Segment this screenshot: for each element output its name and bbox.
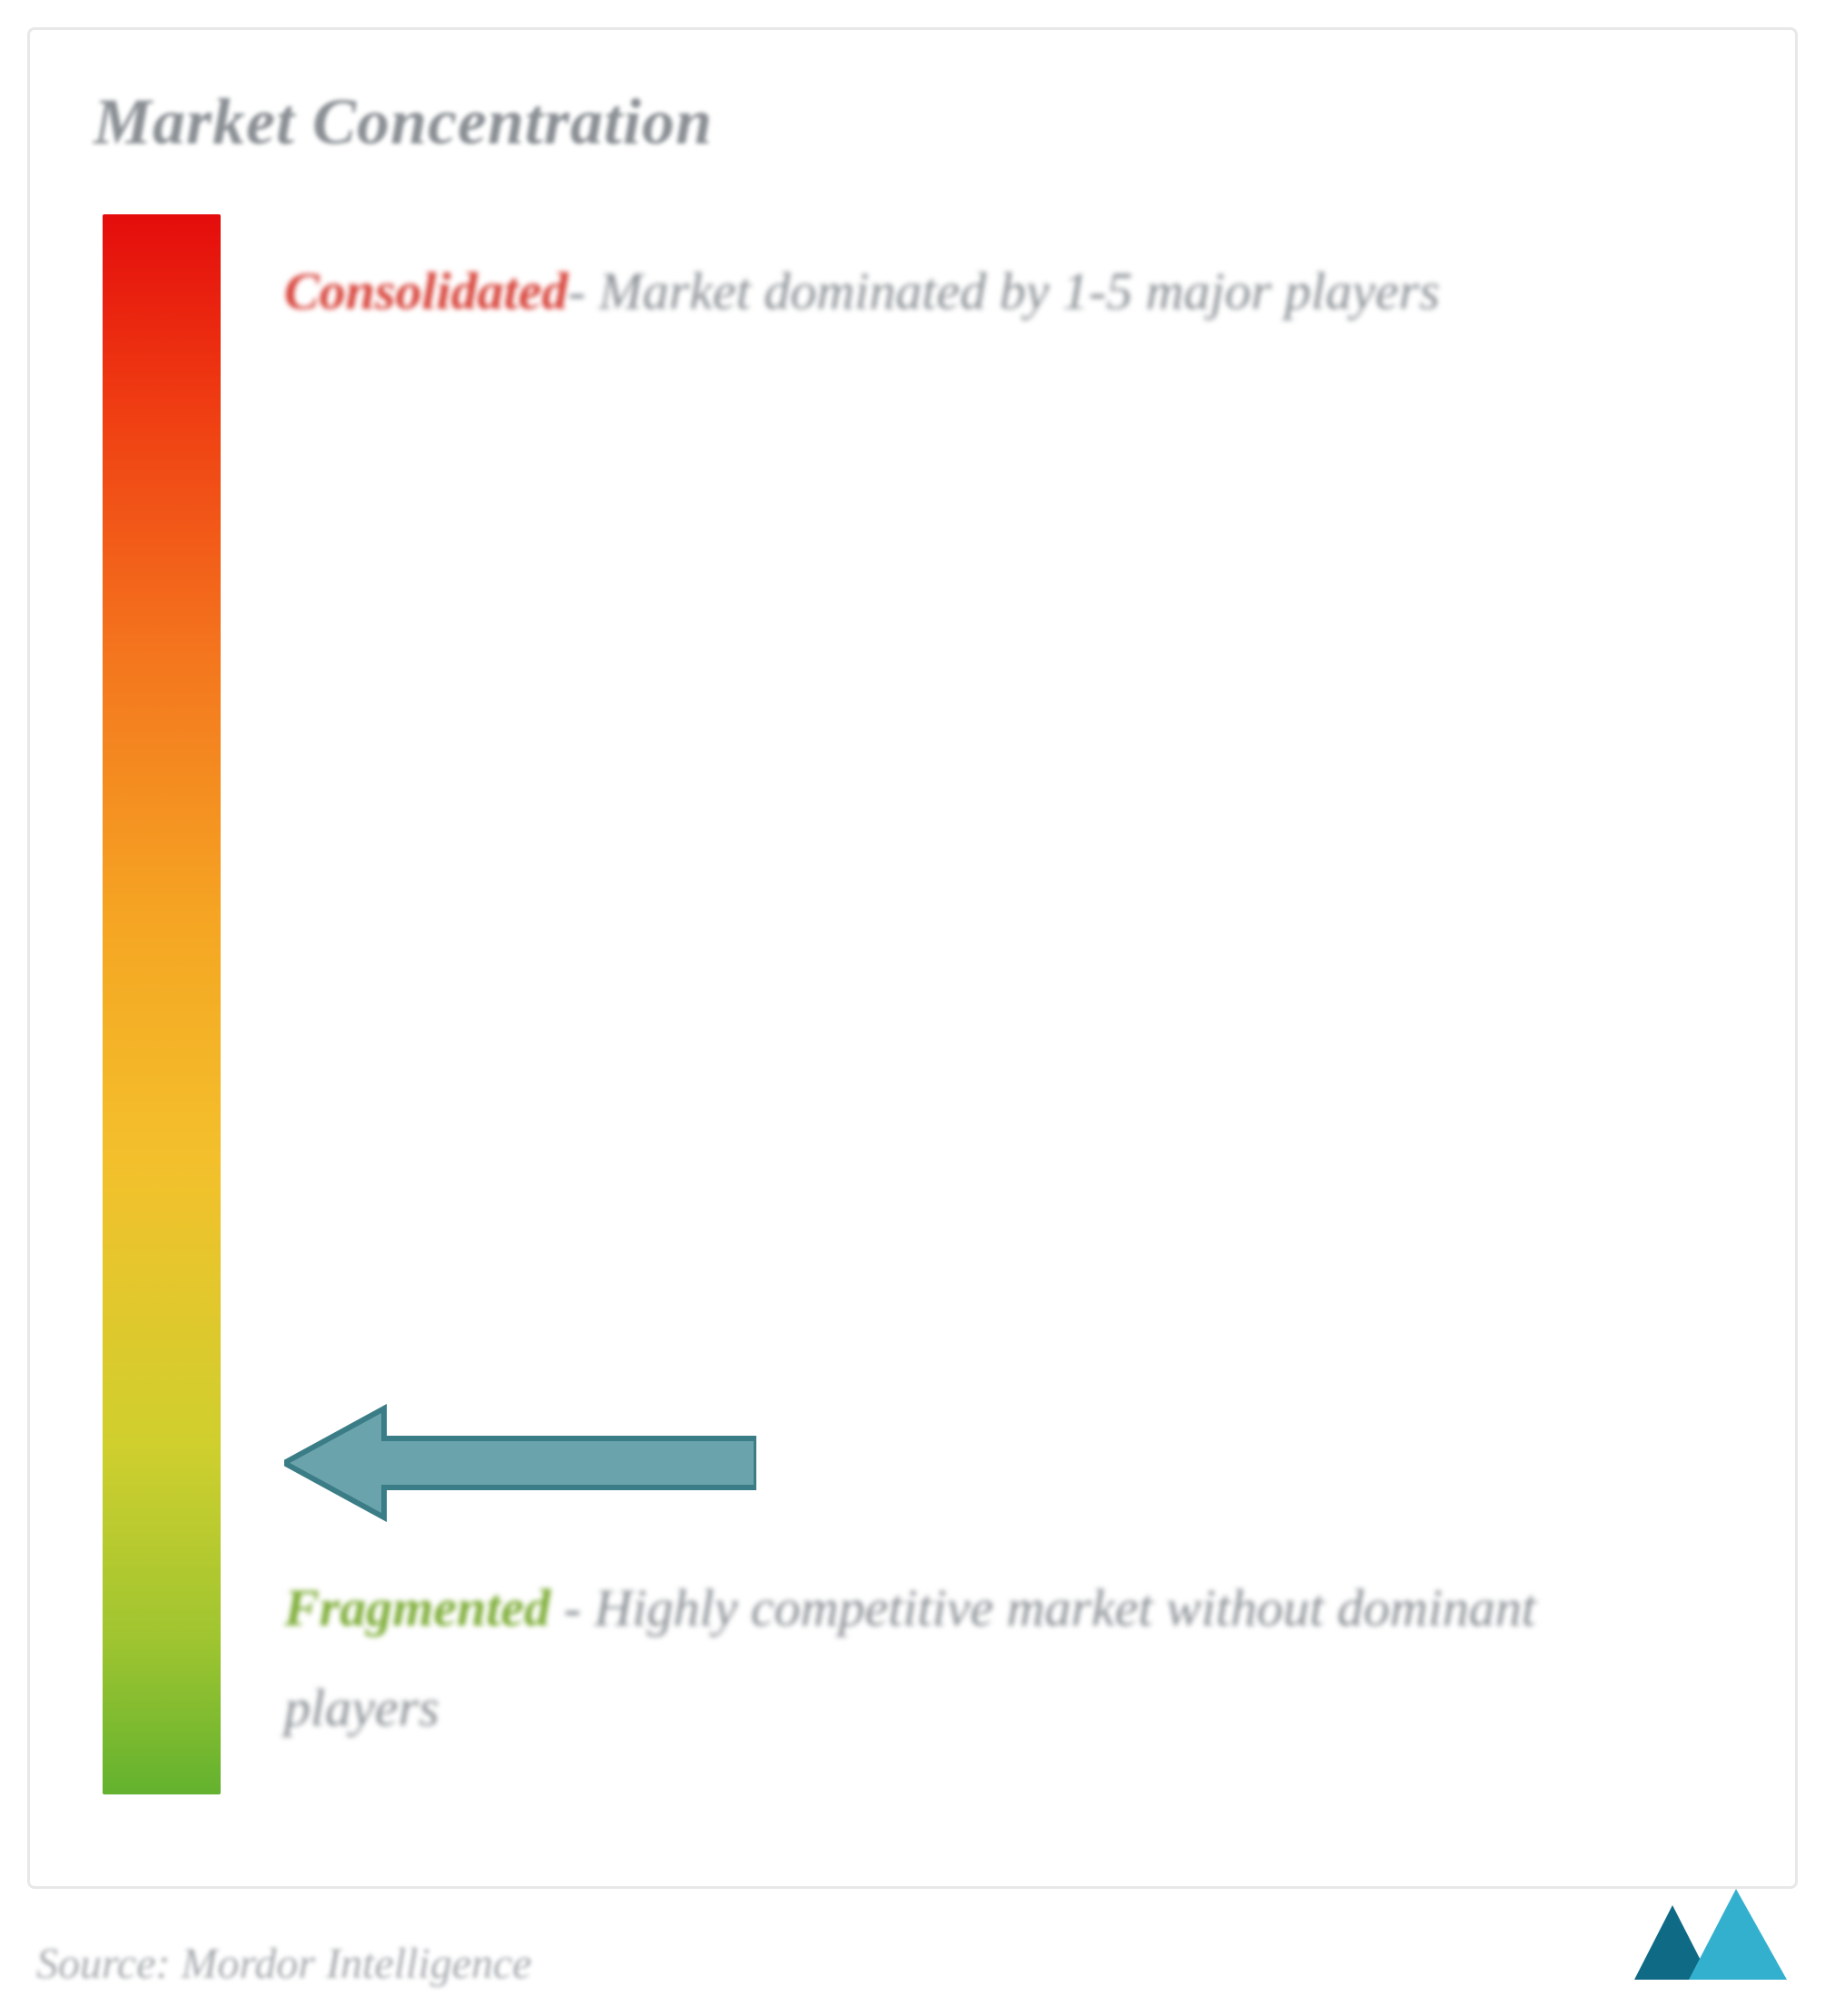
concentration-card: Market Concentration Consolidated- Marke… [27, 27, 1798, 1889]
fragmented-keyword: Fragmented [284, 1578, 550, 1637]
source-value: Mordor Intelligence [182, 1940, 532, 1988]
consolidated-label: Consolidated- Market dominated by 1-5 ma… [284, 242, 1695, 341]
logo-icon [1634, 1889, 1789, 1989]
consolidated-keyword: Consolidated [284, 262, 568, 321]
gradient-bar [103, 214, 221, 1794]
brand-logo [1634, 1889, 1789, 1989]
indicator-arrow [284, 1404, 756, 1522]
consolidated-desc: - Market dominated by 1-5 major players [568, 262, 1440, 321]
labels-column: Consolidated- Market dominated by 1-5 ma… [230, 214, 1731, 1794]
content-row: Consolidated- Market dominated by 1-5 ma… [94, 214, 1731, 1794]
fragmented-label: Fragmented - Highly competitive market w… [284, 1558, 1695, 1758]
footer: Source: Mordor Intelligence [36, 1889, 1789, 1989]
source-label: Source: [36, 1940, 171, 1988]
source-line: Source: Mordor Intelligence [36, 1939, 532, 1989]
gradient-bar-wrap [94, 214, 230, 1794]
card-title: Market Concentration [94, 84, 1731, 160]
arrow-left-icon [284, 1404, 756, 1522]
